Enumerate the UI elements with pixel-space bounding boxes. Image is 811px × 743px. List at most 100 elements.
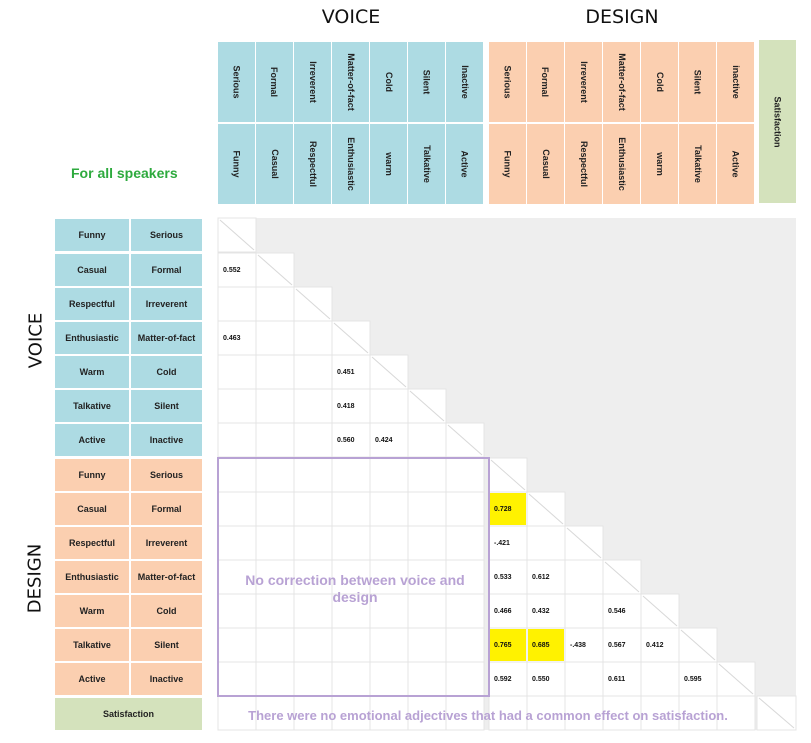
voice-row-right: Cold (131, 356, 202, 388)
highlighted-correlation-value: 0.685 (528, 629, 564, 661)
design-row-left: Casual (55, 493, 129, 525)
matrix-cell (255, 457, 295, 493)
design-col-top-label: Formal (540, 66, 551, 98)
design-col-bottom-label: Talkative (692, 145, 703, 183)
design-col-top: Serious (489, 42, 526, 122)
matrix-cell (369, 593, 409, 629)
satisfaction-row: Satisfaction (55, 698, 202, 730)
design-col-bottom-label: Active (730, 150, 741, 178)
voice-col-top: Cold (370, 42, 407, 122)
matrix-cell (716, 695, 756, 731)
matrix-cell (369, 627, 409, 663)
diagonal-slash (566, 527, 602, 559)
diagonal-slash (758, 697, 795, 729)
satisfaction-note: There were no emotional adjectives that … (248, 708, 728, 723)
correlation-value: 0.546 (608, 607, 626, 615)
no-correction-box (217, 457, 490, 697)
design-row-left: Respectful (55, 527, 129, 559)
design-row-left: Enthusiastic (55, 561, 129, 593)
matrix-cell (640, 661, 680, 697)
voice-col-top-label: Cold (383, 72, 394, 92)
matrix-cell (369, 695, 409, 731)
design-col-top-label: Irreverent (578, 61, 589, 103)
matrix-cell (255, 627, 295, 663)
diagonal-slash (604, 561, 640, 593)
matrix-cell (407, 457, 447, 493)
matrix-cell (255, 491, 295, 527)
design-col-bottom: warm (641, 124, 678, 204)
design-row-right: Inactive (131, 663, 202, 695)
voice-row-right: Silent (131, 390, 202, 422)
matrix-cell (407, 661, 447, 697)
voice-row-right: Serious (131, 219, 202, 251)
matrix-cell (217, 354, 257, 390)
voice-row-left: Respectful (55, 288, 129, 320)
voice-col-top-label: Irreverent (307, 61, 318, 103)
voice-col-bottom: Active (446, 124, 483, 204)
matrix-cell (255, 286, 295, 322)
voice-col-bottom: Respectful (294, 124, 331, 204)
matrix-cell (602, 661, 642, 697)
matrix-cell (217, 286, 257, 322)
voice-col-top-label: Matter-of-fact (345, 53, 356, 111)
matrix-cell (293, 422, 333, 458)
matrix-cell (217, 388, 257, 424)
matrix-cell (293, 695, 333, 731)
satisfaction-col: Satisfaction (759, 40, 796, 203)
correlation-value: 0.560 (337, 436, 355, 444)
matrix-cell (369, 457, 409, 493)
voice-col-top-label: Silent (421, 69, 432, 95)
correlation-value: 0.567 (608, 641, 626, 649)
correlation-value: 0.451 (337, 368, 355, 376)
correlation-value: 0.550 (532, 675, 550, 683)
voice-row-left: Active (55, 424, 129, 456)
matrix-cell (331, 457, 371, 493)
design-col-top: Irreverent (565, 42, 602, 122)
correlation-value: -.421 (494, 539, 510, 547)
voice-col-top: Inactive (446, 42, 483, 122)
matrix-cell (445, 627, 485, 663)
highlighted-correlation-value: 0.728 (490, 493, 526, 525)
voice-col-bottom-label: Enthusiastic (345, 137, 356, 191)
matrix-cell (640, 627, 680, 663)
voice-col-bottom: Enthusiastic (332, 124, 369, 204)
voice-col-bottom: Funny (218, 124, 255, 204)
correlation-value: 0.592 (494, 675, 512, 683)
matrix-cell (526, 559, 566, 595)
design-col-top-label: inactive (730, 65, 741, 99)
matrix-cell (445, 661, 485, 697)
matrix-cell (488, 661, 528, 697)
subset-label: For all speakers (71, 165, 178, 181)
design-col-top: inactive (717, 42, 754, 122)
diagonal-slash (295, 288, 331, 320)
design-col-top-label: Cold (654, 72, 665, 92)
diagonal-slash (447, 424, 483, 456)
matrix-cell (331, 422, 371, 458)
matrix-cell (526, 661, 566, 697)
matrix-cell (407, 422, 447, 458)
design-row-right: Matter-of-fact (131, 561, 202, 593)
correlation-value: 0.552 (223, 266, 241, 274)
design-col-top-label: Matter-of-fact (616, 53, 627, 111)
voice-col-bottom-label: Talkative (421, 145, 432, 183)
matrix-cell (407, 695, 447, 731)
matrix-cell (526, 525, 566, 561)
matrix-cell (445, 559, 485, 595)
correlation-value: 0.595 (684, 675, 702, 683)
matrix-cell (255, 422, 295, 458)
voice-row-right: Irreverent (131, 288, 202, 320)
matrix-cell (407, 491, 447, 527)
voice-row-right: Matter-of-fact (131, 322, 202, 354)
design-row-right: Silent (131, 629, 202, 661)
design-col-top-label: Silent (692, 69, 703, 95)
voice-col-bottom-label: Casual (269, 149, 280, 179)
design-col-top: Matter-of-fact (603, 42, 640, 122)
matrix-cell (331, 627, 371, 663)
voice-col-bottom-label: Respectful (307, 140, 318, 188)
correlation-value: 0.424 (375, 436, 393, 444)
matrix-cell (217, 422, 257, 458)
design-row-left: Warm (55, 595, 129, 627)
matrix-cell (293, 593, 333, 629)
design-col-bottom: Funny (489, 124, 526, 204)
